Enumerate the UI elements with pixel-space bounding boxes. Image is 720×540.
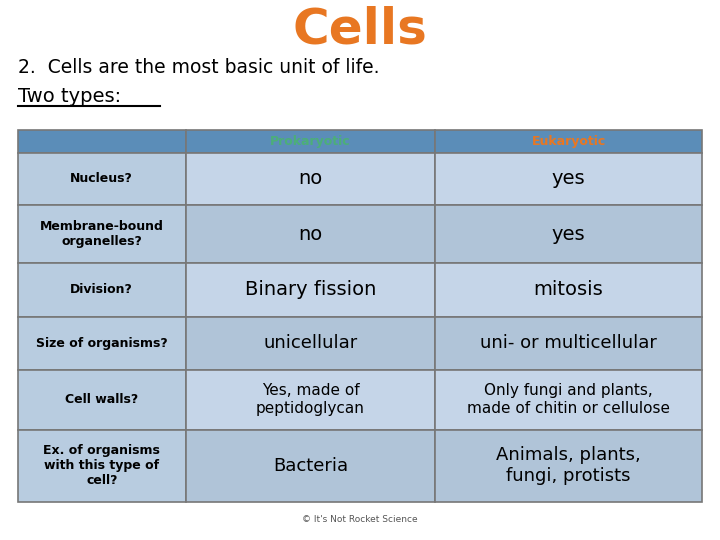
Text: Animals, plants,
fungi, protists: Animals, plants, fungi, protists — [496, 447, 641, 485]
Text: Nucleus?: Nucleus? — [71, 172, 133, 185]
Text: Cells: Cells — [292, 6, 428, 53]
Bar — [186, 430, 435, 502]
Text: mitosis: mitosis — [534, 280, 603, 299]
Bar — [435, 369, 702, 430]
Bar — [435, 130, 702, 153]
Bar — [186, 205, 435, 263]
Text: Membrane-bound
organelles?: Membrane-bound organelles? — [40, 220, 163, 248]
Text: Division?: Division? — [71, 284, 133, 296]
Text: 2.  Cells are the most basic unit of life.: 2. Cells are the most basic unit of life… — [18, 58, 379, 77]
Bar — [18, 153, 186, 205]
Text: uni- or multicellular: uni- or multicellular — [480, 334, 657, 352]
Text: Binary fission: Binary fission — [245, 280, 376, 299]
Bar — [435, 205, 702, 263]
Bar — [18, 369, 186, 430]
Bar — [18, 205, 186, 263]
Bar — [186, 317, 435, 369]
Text: Yes, made of
peptidoglycan: Yes, made of peptidoglycan — [256, 383, 365, 416]
Bar — [18, 317, 186, 369]
Text: unicellular: unicellular — [264, 334, 358, 352]
Bar — [18, 130, 186, 153]
Text: Cell walls?: Cell walls? — [66, 393, 138, 406]
Text: Eukaryotic: Eukaryotic — [531, 134, 606, 147]
Bar — [186, 153, 435, 205]
Bar — [18, 263, 186, 317]
Bar — [435, 317, 702, 369]
Text: yes: yes — [552, 225, 585, 244]
Text: yes: yes — [552, 170, 585, 188]
Bar — [18, 430, 186, 502]
Text: Size of organisms?: Size of organisms? — [36, 337, 168, 350]
Text: Bacteria: Bacteria — [273, 457, 348, 475]
Bar — [435, 430, 702, 502]
Bar — [435, 153, 702, 205]
Text: Only fungi and plants,
made of chitin or cellulose: Only fungi and plants, made of chitin or… — [467, 383, 670, 416]
Text: Prokaryotic: Prokaryotic — [270, 134, 351, 147]
Text: Two types:: Two types: — [18, 86, 121, 106]
Text: no: no — [298, 225, 323, 244]
Text: no: no — [298, 170, 323, 188]
Text: Ex. of organisms
with this type of
cell?: Ex. of organisms with this type of cell? — [43, 444, 161, 488]
Bar — [186, 263, 435, 317]
Text: © It's Not Rocket Science: © It's Not Rocket Science — [302, 515, 418, 524]
Bar — [186, 369, 435, 430]
Bar — [186, 130, 435, 153]
Bar — [435, 263, 702, 317]
